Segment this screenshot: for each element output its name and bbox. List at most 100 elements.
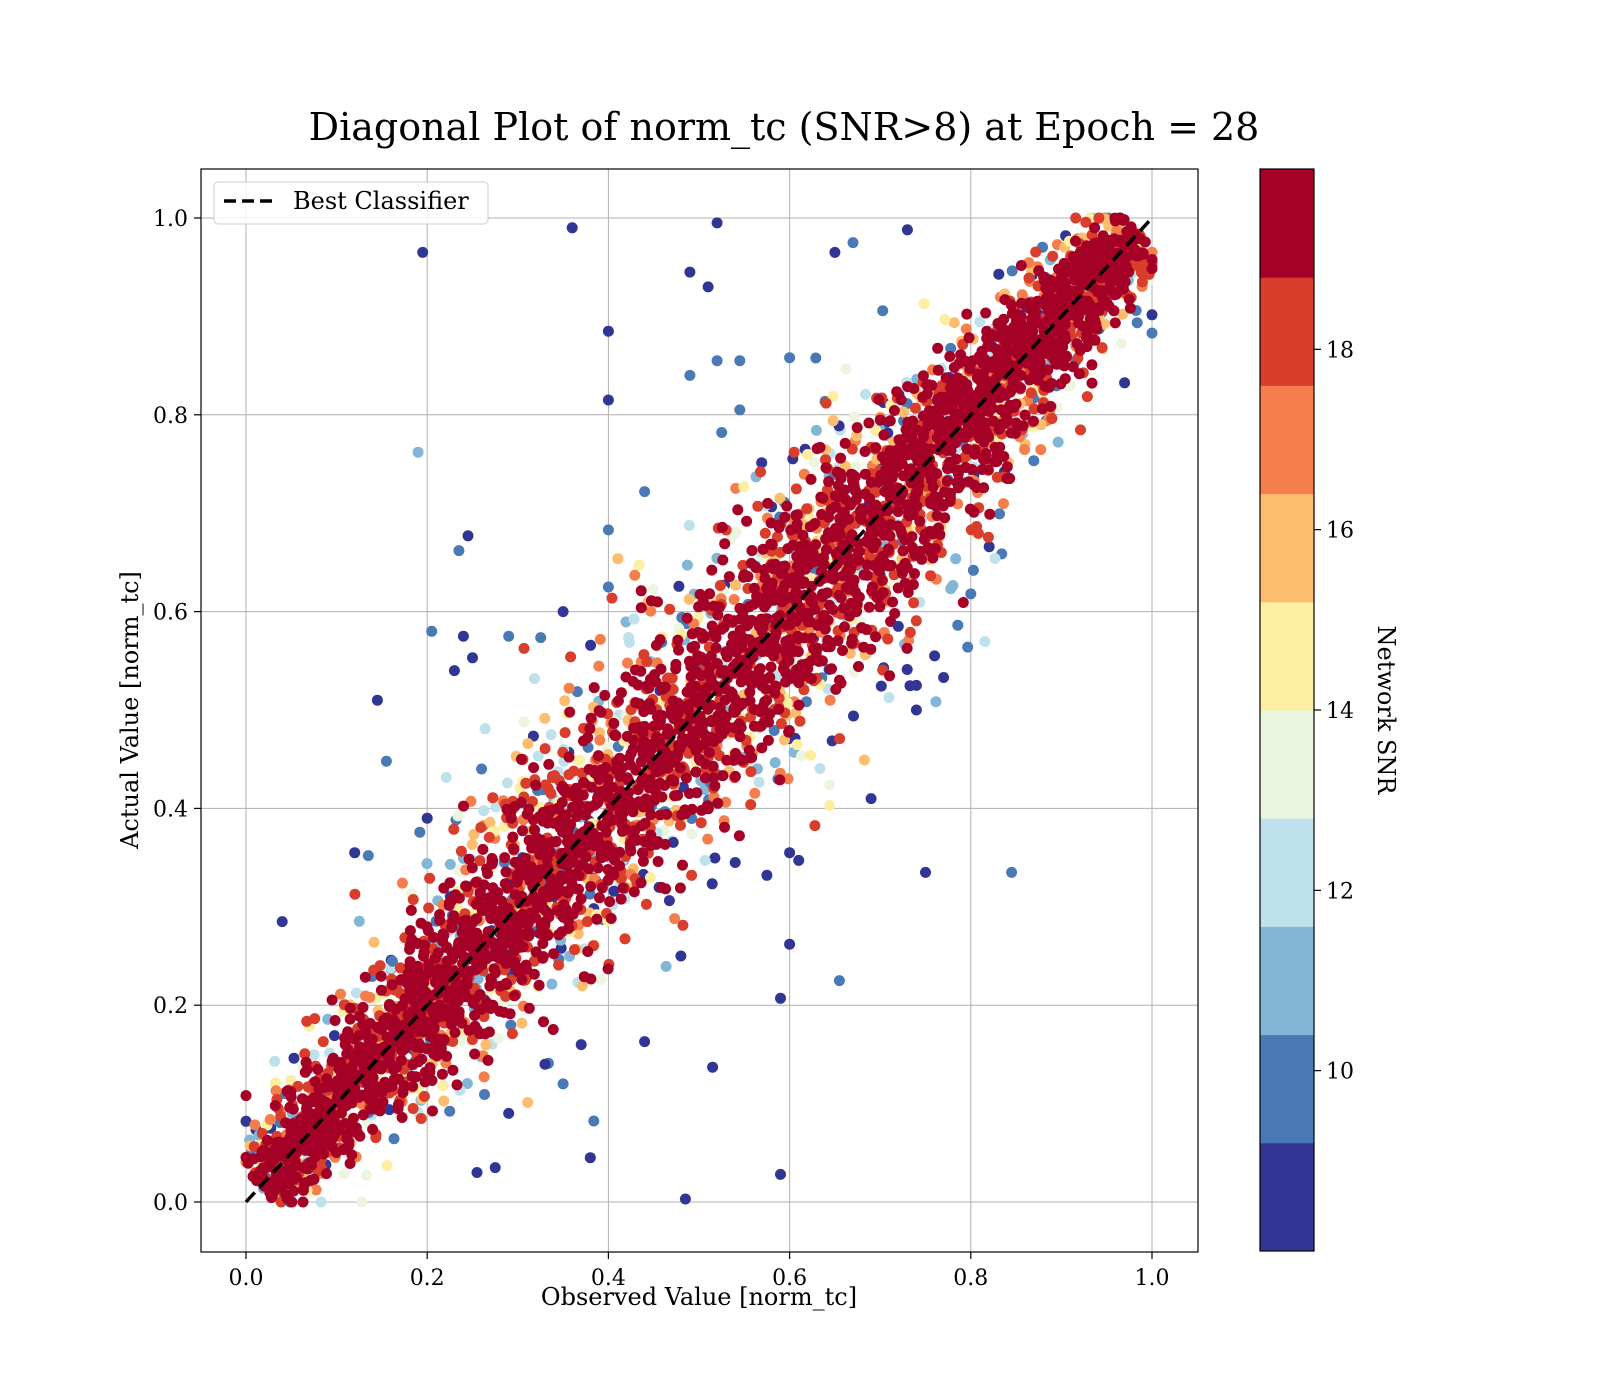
scatter-point xyxy=(839,437,851,449)
scatter-point xyxy=(1070,212,1082,224)
scatter-point xyxy=(447,953,458,965)
scatter-point xyxy=(377,1096,389,1108)
scatter-point xyxy=(686,828,698,840)
scatter-point xyxy=(757,700,769,712)
scatter-point xyxy=(810,424,822,436)
scatter-point xyxy=(1072,311,1084,323)
scatter-point xyxy=(1021,336,1032,347)
scatter-point xyxy=(338,1168,350,1180)
scatter-point xyxy=(463,853,475,865)
scatter-point xyxy=(371,694,383,706)
scatter-point xyxy=(910,704,922,716)
scatter-point xyxy=(806,591,818,603)
scatter-point xyxy=(407,1103,419,1114)
scatter-point xyxy=(740,665,752,677)
x-tick-label: 1.0 xyxy=(1135,1266,1170,1291)
scatter-point xyxy=(310,1184,322,1196)
scatter-point xyxy=(784,938,796,950)
scatter-point xyxy=(388,1133,400,1145)
scatter-point xyxy=(349,888,361,900)
scatter-point xyxy=(269,1055,281,1067)
scatter-point xyxy=(851,605,863,617)
scatter-point xyxy=(900,424,912,436)
scatter-point xyxy=(946,462,958,474)
scatter-point xyxy=(1034,368,1046,380)
scatter-point xyxy=(380,755,392,767)
scatter-point xyxy=(559,817,571,829)
scatter-point xyxy=(871,592,883,604)
scatter-point xyxy=(582,839,594,851)
scatter-point xyxy=(887,596,899,608)
scatter-point xyxy=(721,754,733,766)
scatter-point xyxy=(566,222,578,234)
scatter-point xyxy=(1028,403,1040,415)
scatter-point xyxy=(672,789,684,801)
scatter-point xyxy=(851,422,863,434)
scatter-point xyxy=(704,588,716,600)
scatter-point xyxy=(528,890,540,902)
scatter-point xyxy=(860,624,872,635)
scatter-point xyxy=(571,811,583,822)
scatter-point xyxy=(1060,283,1072,295)
scatter-point xyxy=(1146,263,1158,275)
scatter-point xyxy=(908,439,919,451)
scatter-point xyxy=(681,559,693,571)
scatter-point xyxy=(1008,334,1020,346)
scatter-point xyxy=(997,353,1009,365)
scatter-point xyxy=(748,598,760,610)
scatter-point xyxy=(388,1073,400,1085)
scatter-point xyxy=(321,1073,333,1085)
scatter-point xyxy=(1045,401,1057,412)
scatter-point xyxy=(637,847,649,859)
scatter-point xyxy=(683,593,695,605)
scatter-point xyxy=(844,499,856,511)
scatter-point xyxy=(635,585,647,597)
scatter-point xyxy=(614,807,626,819)
scatter-point xyxy=(901,642,913,654)
scatter-point xyxy=(594,633,606,645)
scatter-point xyxy=(784,352,796,364)
scatter-point xyxy=(309,1013,321,1025)
scatter-point xyxy=(728,704,740,716)
scatter-point xyxy=(847,580,859,592)
scatter-point xyxy=(865,643,877,655)
scatter-point xyxy=(1007,361,1019,372)
scatter-point xyxy=(994,508,1005,520)
scatter-point xyxy=(349,1050,361,1062)
scatter-point xyxy=(518,716,530,728)
scatter-point xyxy=(277,1177,289,1189)
scatter-point xyxy=(980,307,992,319)
scatter-point xyxy=(882,633,894,645)
scatter-point xyxy=(471,927,483,939)
scatter-point xyxy=(249,1119,261,1131)
scatter-point xyxy=(577,827,589,839)
scatter-point xyxy=(420,1016,432,1028)
scatter-point xyxy=(663,895,675,907)
scatter-point xyxy=(582,946,594,957)
scatter-point xyxy=(471,1167,483,1178)
scatter-point xyxy=(701,682,713,694)
scatter-point xyxy=(624,838,636,850)
scatter-point xyxy=(732,504,744,516)
scatter-point xyxy=(301,1064,313,1076)
scatter-point xyxy=(737,559,749,571)
scatter-point xyxy=(386,955,398,967)
scatter-point xyxy=(582,732,594,744)
scatter-point xyxy=(483,831,495,843)
scatter-point xyxy=(344,1002,356,1014)
scatter-point xyxy=(1110,288,1122,300)
scatter-point xyxy=(752,500,764,512)
scatter-point xyxy=(982,340,994,352)
scatter-point xyxy=(443,900,455,911)
scatter-point xyxy=(974,411,985,423)
scatter-point xyxy=(959,391,971,403)
scatter-point xyxy=(247,1171,259,1182)
scatter-point xyxy=(763,637,775,649)
scatter-point xyxy=(717,770,729,782)
scatter-point xyxy=(650,639,662,651)
scatter-point xyxy=(563,751,575,763)
scatter-point xyxy=(635,602,647,614)
scatter-point xyxy=(925,472,937,484)
scatter-point xyxy=(891,386,903,398)
scatter-point xyxy=(681,612,693,624)
